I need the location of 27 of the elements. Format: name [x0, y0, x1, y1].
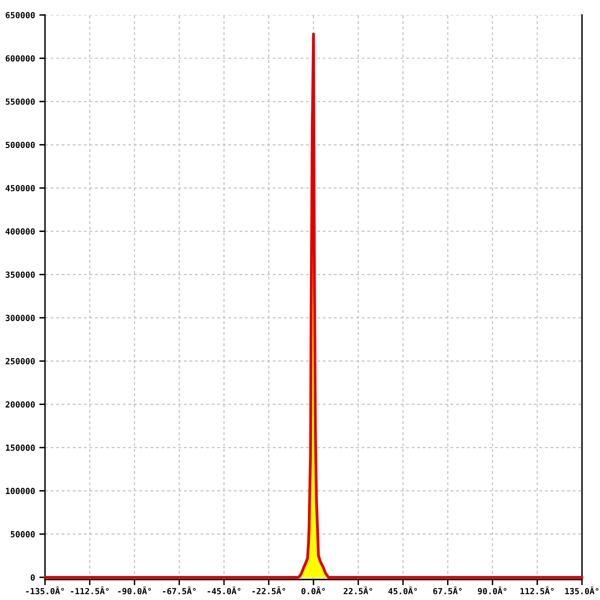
y-tick-label: 550000 [6, 98, 35, 105]
x-tick-label: -135.0Â° [26, 586, 64, 594]
y-tick-label: 200000 [6, 401, 35, 408]
y-tick-label: 50000 [10, 531, 35, 538]
x-tick-label: -22.5Â° [252, 586, 286, 594]
y-tick-label: 600000 [6, 55, 35, 62]
y-tick-label: 150000 [6, 444, 35, 451]
y-tick-label: 300000 [6, 314, 35, 322]
x-tick-label: 0.0Â° [301, 586, 325, 594]
y-tick-label: 100000 [6, 488, 35, 494]
y-tick-label: 400000 [6, 228, 35, 235]
x-tick-label: 45.0Â° [388, 586, 417, 594]
y-tick-label: 650000 [6, 12, 35, 18]
y-tick-label: 450000 [6, 185, 35, 192]
x-tick-label: -90.0Â° [118, 586, 151, 594]
x-tick-label: 22.5Â° [344, 586, 372, 594]
y-tick-label: 0 [30, 574, 35, 581]
x-tick-label: -67.5Â° [162, 586, 196, 594]
x-tick-label: 67.5Â° [433, 586, 462, 594]
x-tick-label: 90.0Â° [478, 586, 506, 594]
y-tick-label: 350000 [6, 272, 35, 278]
x-tick-label: -45.0Â° [208, 586, 240, 594]
x-tick-label: 112.5Â° [520, 586, 554, 594]
x-tick-label: 135.0Â° [565, 586, 598, 594]
y-tick-label: 250000 [6, 358, 35, 364]
x-tick-label: -112.5Â° [70, 586, 109, 594]
y-tick-label: 500000 [6, 142, 35, 148]
